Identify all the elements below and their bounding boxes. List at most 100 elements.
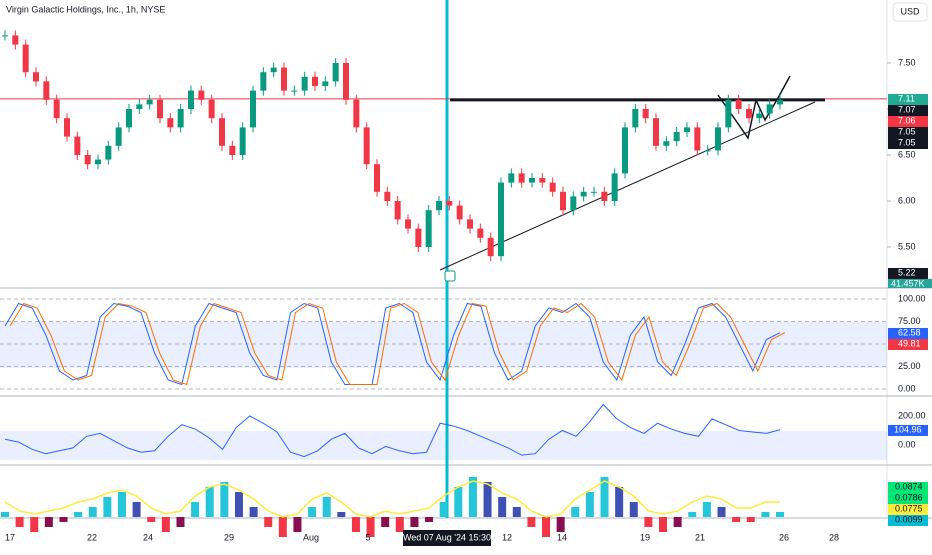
osc-bar	[44, 517, 53, 527]
osc-bar	[161, 517, 170, 532]
title: Virgin Galactic Holdings, Inc., 1h, NYSE	[6, 4, 165, 14]
price-label: 7.06	[898, 115, 916, 125]
osc-bar	[74, 512, 83, 517]
price-label-bg	[888, 127, 928, 138]
osc-bar	[702, 502, 711, 517]
y-tick-label: 75.00	[898, 316, 921, 326]
candle	[177, 109, 184, 128]
crosshair-label-bg	[403, 530, 491, 546]
candle	[2, 35, 8, 37]
candle	[746, 109, 752, 119]
cci-line	[4, 403, 781, 458]
osc-bar	[600, 477, 609, 517]
candle	[126, 109, 132, 128]
osc-bar	[425, 517, 434, 522]
osc-bar	[761, 512, 770, 517]
osc-bar	[585, 492, 594, 517]
candle	[239, 127, 246, 155]
osc-label: 0.0099	[895, 514, 923, 524]
candle	[363, 127, 370, 165]
candle	[694, 127, 701, 151]
osc-bar	[746, 517, 755, 522]
osc-bar	[249, 507, 258, 517]
candle	[518, 173, 525, 183]
candle	[766, 104, 773, 114]
osc-bar	[366, 517, 375, 537]
candle	[353, 99, 360, 128]
osc-bar	[556, 517, 565, 532]
osc-bar	[395, 517, 404, 532]
price-label-bg	[888, 94, 928, 105]
candle	[477, 228, 484, 238]
candle	[446, 201, 453, 206]
osc-bar	[88, 507, 97, 517]
x-tick-label: 14	[557, 532, 567, 542]
osc-label-bg	[888, 493, 928, 504]
stoch-d	[9, 302, 786, 386]
candle	[105, 145, 112, 160]
candle	[570, 196, 577, 211]
price-label-bg	[888, 138, 928, 149]
price-label-bg	[888, 105, 928, 116]
candle	[560, 191, 566, 211]
currency-button[interactable]	[892, 2, 928, 22]
candle	[467, 219, 473, 229]
osc-bar	[351, 517, 360, 532]
candle	[22, 44, 29, 73]
candle	[715, 127, 721, 151]
candle	[653, 118, 659, 146]
osc-bar	[103, 497, 112, 517]
candle	[301, 76, 308, 91]
osc-bar	[468, 477, 477, 517]
candle	[146, 99, 153, 105]
osc-bar	[234, 492, 243, 517]
osc-bar	[659, 517, 668, 532]
osc-bar	[483, 482, 492, 517]
osc-bar	[176, 517, 185, 527]
y-tick-label: 0.00	[898, 439, 916, 449]
y-tick-label: 100.00	[898, 293, 926, 303]
y-tick-label: 5.50	[898, 241, 916, 251]
stoch-label: 62.58	[898, 327, 921, 337]
crosshair-label: Wed 07 Aug '24 15:30	[403, 532, 491, 542]
osc-label-bg	[888, 515, 928, 526]
osc-bar	[278, 517, 287, 537]
osc-bar	[629, 502, 638, 517]
cci-label-bg	[888, 425, 928, 436]
candle	[250, 90, 256, 128]
candle	[756, 113, 763, 119]
osc-label: 0.0786	[895, 492, 923, 502]
price-label-bg	[888, 116, 928, 127]
stoch-label-bg	[888, 328, 928, 339]
candle	[735, 99, 742, 109]
osc-label-bg	[888, 504, 928, 515]
cci-band	[0, 431, 887, 460]
candle	[632, 109, 639, 128]
candle	[539, 178, 546, 183]
candle	[436, 201, 442, 211]
candle	[777, 99, 783, 105]
osc-bar	[615, 487, 624, 517]
price-label-bg	[888, 268, 928, 279]
osc-bar	[1, 512, 9, 517]
candle	[394, 201, 401, 220]
osc-bar	[191, 502, 200, 517]
osc-bar	[717, 507, 726, 517]
candle	[312, 76, 318, 86]
stoch-label: 49.81	[898, 338, 921, 348]
candle	[157, 99, 163, 119]
candle	[487, 237, 494, 257]
candle	[591, 191, 597, 193]
stoch-label-bg	[888, 339, 928, 350]
y-tick-label: 200.00	[898, 410, 926, 420]
pattern-drawing	[717, 75, 791, 140]
osc-bar	[59, 517, 68, 522]
earnings-icon	[444, 270, 456, 282]
x-tick-label: 5	[365, 532, 370, 542]
stoch-k	[4, 302, 781, 386]
osc-bar	[439, 502, 448, 517]
x-tick-label: 29	[224, 532, 234, 542]
osc-bar	[337, 512, 346, 517]
